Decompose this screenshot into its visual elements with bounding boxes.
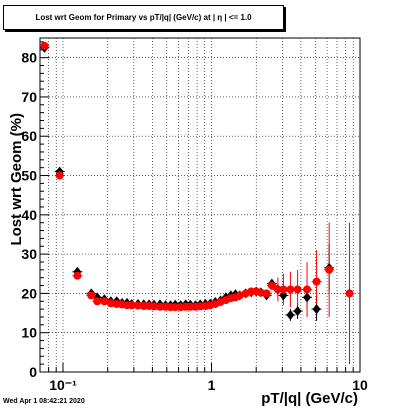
data-point-red bbox=[156, 302, 165, 311]
y-axis-title: Lost wrt Geom (%) bbox=[8, 113, 25, 246]
data-point-red bbox=[100, 297, 109, 306]
x-tick-label: 10 bbox=[352, 377, 368, 393]
y-tick-label: 80 bbox=[21, 50, 37, 66]
data-point-red bbox=[93, 297, 102, 306]
data-point-red bbox=[293, 285, 302, 294]
grid-layer bbox=[39, 38, 361, 372]
y-tick-label: 0 bbox=[29, 364, 37, 380]
x-tick-label: 10⁻¹ bbox=[49, 377, 77, 393]
x-tick-label: 1 bbox=[208, 377, 216, 393]
data-point-red bbox=[325, 265, 334, 274]
y-tick-label: 60 bbox=[21, 128, 37, 144]
y-tick-label: 10 bbox=[21, 325, 37, 341]
data-point-red bbox=[262, 289, 271, 298]
data-point-red bbox=[87, 291, 96, 300]
y-tick-label: 20 bbox=[21, 285, 37, 301]
data-point-red bbox=[150, 302, 159, 311]
data-point-red bbox=[73, 271, 82, 280]
data-point-red bbox=[40, 41, 49, 50]
x-axis-title: pT/|q| (GeV/c) bbox=[261, 390, 358, 407]
y-tick-label: 30 bbox=[21, 246, 37, 262]
frame-layer bbox=[39, 37, 361, 373]
data-point-black bbox=[312, 304, 321, 315]
data-point-red bbox=[312, 277, 321, 286]
data-point-red bbox=[286, 285, 295, 294]
data-point-black bbox=[303, 292, 312, 303]
timestamp: Wed Apr 1 08:42:21 2020 bbox=[3, 398, 85, 405]
data-point-red bbox=[134, 301, 143, 310]
plot-frame bbox=[39, 37, 361, 373]
data-point-black bbox=[293, 306, 302, 317]
data-point-red bbox=[345, 289, 354, 298]
data-point-red bbox=[273, 285, 282, 294]
data-point-red bbox=[127, 301, 136, 310]
y-tick-label: 70 bbox=[21, 89, 37, 105]
data-point-red bbox=[279, 285, 288, 294]
data-point-red bbox=[267, 281, 276, 290]
data-point-red bbox=[55, 171, 64, 180]
data-point-red bbox=[303, 285, 312, 294]
label-layer: 0 10 20 30 40 50 60 70 80 10⁻¹ 1 10 bbox=[21, 50, 368, 393]
data-point-black bbox=[286, 310, 295, 321]
y-tick-label: 50 bbox=[21, 168, 37, 184]
marker-layer bbox=[40, 41, 354, 321]
chart-title: Lost wrt Geom for Primary vs pT/|q| (GeV… bbox=[3, 5, 284, 30]
data-point-red bbox=[106, 299, 115, 308]
y-tick-label: 40 bbox=[21, 207, 37, 223]
